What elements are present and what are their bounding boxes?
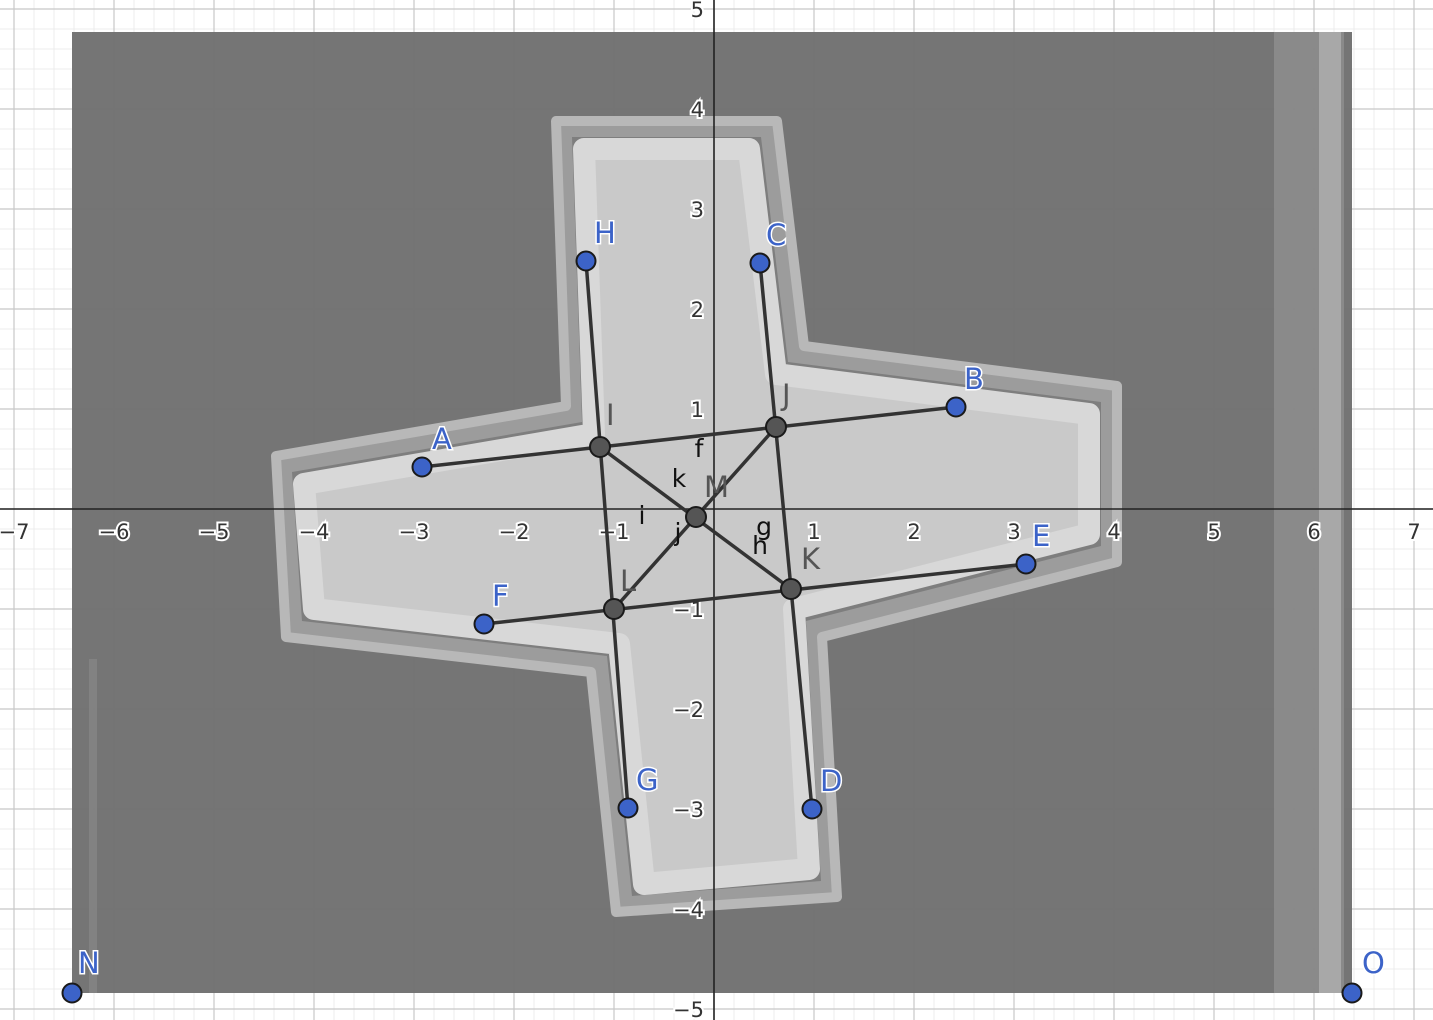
point-A[interactable] (411, 456, 433, 478)
point-E[interactable] (1015, 553, 1037, 575)
segment-label-j: j (674, 518, 682, 547)
point-label-I: I (606, 398, 615, 432)
y-tick-label: −4 (673, 898, 704, 922)
x-tick-label: −7 (0, 520, 29, 544)
point-label-E: E (1032, 519, 1050, 553)
point-label-L: L (620, 564, 636, 598)
point-label-F: F (492, 579, 509, 613)
x-tick-label: 5 (1207, 520, 1220, 544)
segment-AB[interactable] (420, 405, 958, 469)
y-tick-label: 3 (691, 198, 704, 222)
x-tick-label: 7 (1407, 520, 1420, 544)
point-labels-layer: A B C D E F G H I J K L M N O (77, 215, 1387, 982)
x-tick-label: −1 (599, 520, 630, 544)
point-D[interactable] (801, 798, 823, 820)
y-tick-label: 5 (691, 0, 704, 22)
point-C[interactable] (749, 252, 771, 274)
point-label-K: K (801, 542, 821, 576)
point-L[interactable] (603, 598, 625, 620)
point-label-O: O (1362, 946, 1385, 980)
point-label-G: G (636, 763, 658, 797)
point-M[interactable] (685, 506, 707, 528)
x-tick-label: 6 (1307, 520, 1320, 544)
background-specimen-photo[interactable] (72, 32, 1352, 993)
segment-HG[interactable] (584, 259, 630, 810)
x-tick-label: −3 (399, 520, 430, 544)
point-label-C: C (766, 218, 786, 252)
points-layer[interactable] (61, 250, 1363, 1004)
point-K[interactable] (780, 578, 802, 600)
photo-left-edge (89, 659, 97, 993)
point-label-A: A (432, 422, 452, 456)
x-tick-label: −5 (199, 520, 230, 544)
point-B[interactable] (945, 396, 967, 418)
x-tick-label: −4 (299, 520, 330, 544)
segment-label-h: h (752, 531, 768, 560)
photo-edge-highlight (1319, 32, 1341, 993)
point-G[interactable] (617, 797, 639, 819)
segment-label-i: i (639, 501, 646, 530)
point-label-D: D (820, 764, 842, 798)
segment-CD[interactable] (758, 261, 814, 811)
y-tick-label: −5 (673, 998, 704, 1020)
point-O[interactable] (1341, 982, 1363, 1004)
point-H[interactable] (575, 250, 597, 272)
point-label-J: J (780, 378, 791, 412)
x-tick-label: −2 (499, 520, 530, 544)
x-tick-label: −6 (99, 520, 130, 544)
y-tick-label: −3 (673, 798, 704, 822)
point-label-N: N (78, 946, 100, 980)
y-tick-label: 2 (691, 298, 704, 322)
y-tick-label: −2 (673, 698, 704, 722)
y-tick-label: 4 (691, 98, 704, 122)
point-label-B: B (964, 362, 984, 396)
x-tick-label: 3 (1007, 520, 1020, 544)
segment-label-g: g (756, 512, 772, 541)
point-J[interactable] (765, 416, 787, 438)
x-tick-label: 1 (807, 520, 820, 544)
segments-layer[interactable] (420, 259, 1028, 811)
segment-label-k: k (672, 464, 687, 493)
segment-FE[interactable] (482, 562, 1028, 626)
x-tick-label: 2 (907, 520, 920, 544)
point-I[interactable] (589, 436, 611, 458)
x-tick-label: 4 (1107, 520, 1120, 544)
point-label-H: H (594, 216, 616, 250)
y-tick-label: 1 (691, 398, 704, 422)
point-label-M: M (704, 470, 729, 504)
segment-labels-layer: fk gh ij (639, 434, 772, 560)
point-N[interactable] (61, 982, 83, 1004)
point-F[interactable] (473, 613, 495, 635)
segment-label-f: f (695, 434, 705, 463)
